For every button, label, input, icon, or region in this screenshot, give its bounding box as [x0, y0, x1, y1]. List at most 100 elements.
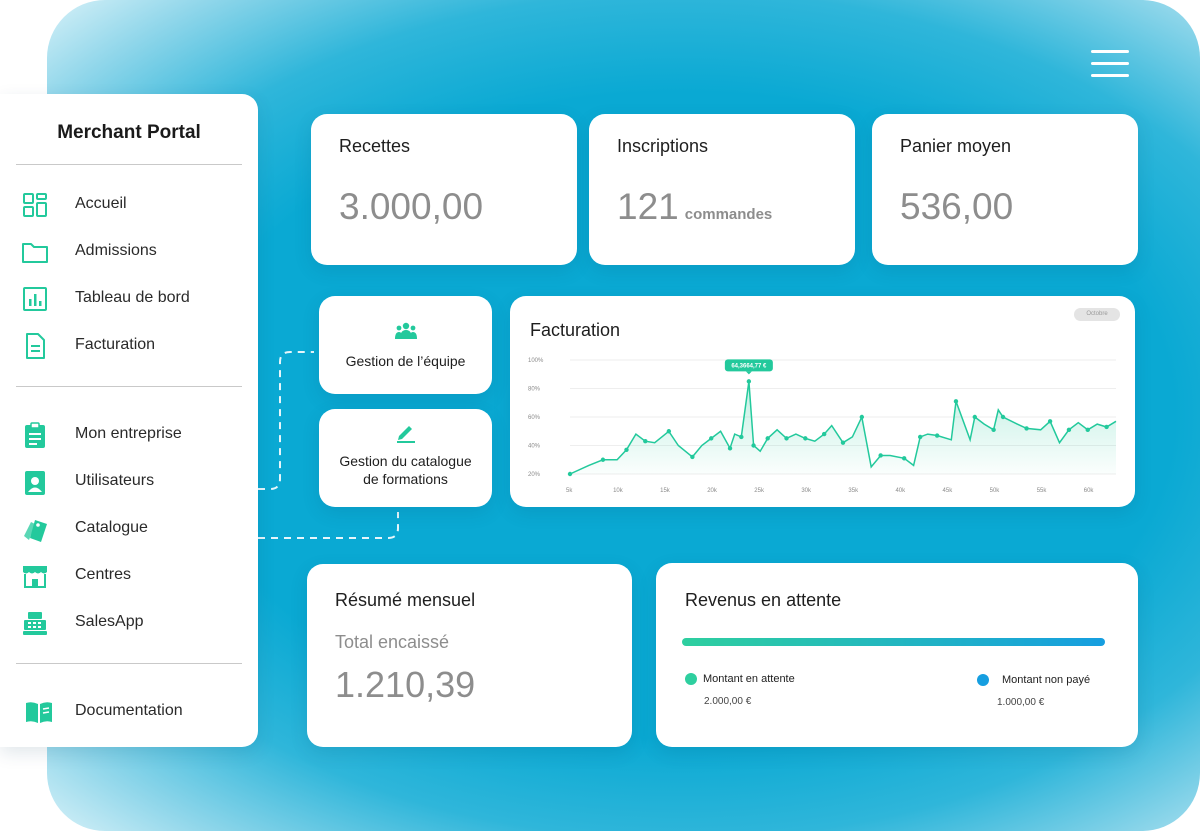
- x-tick-label: 20k: [707, 488, 718, 494]
- sidebar-item-catalogue[interactable]: Catalogue: [0, 513, 258, 545]
- chart-data-point[interactable]: [878, 453, 883, 458]
- chart-data-point[interactable]: [751, 443, 756, 448]
- y-tick-label: 20%: [528, 472, 541, 478]
- y-tick-label: 60%: [528, 415, 541, 421]
- chart-data-point[interactable]: [765, 436, 770, 441]
- chart-data-point[interactable]: [1066, 427, 1072, 433]
- chart-data-point[interactable]: [803, 436, 808, 441]
- chart-data-point[interactable]: [953, 399, 959, 404]
- stat-title: Recettes: [339, 136, 411, 156]
- revenue-title: Revenus en attente: [685, 590, 842, 610]
- sidebar-item-admissions[interactable]: Admissions: [0, 236, 258, 268]
- cash-register-icon: [23, 612, 47, 635]
- sidebar-item-label: Catalogue: [75, 519, 148, 536]
- stat-value-wrap: 121 commandes: [617, 186, 772, 228]
- chart-data-point[interactable]: [600, 457, 606, 462]
- chart-data-point[interactable]: [991, 427, 996, 433]
- chart-data-point[interactable]: [859, 414, 865, 420]
- chart-data-point[interactable]: [821, 431, 827, 437]
- sidebar-item-centres[interactable]: Centres: [0, 560, 258, 592]
- summary-label: Total encaissé: [335, 632, 450, 652]
- chart-data-point[interactable]: [934, 433, 940, 438]
- chart-data-point[interactable]: [624, 447, 629, 452]
- chart-card-facturation: Facturation Octobre 20% 40% 60% 80% 100% 5k 10…: [510, 296, 1135, 507]
- chart-data-point[interactable]: [643, 439, 648, 444]
- sidebar-item-label: Documentation: [75, 702, 183, 719]
- stat-title: Panier moyen: [900, 136, 1012, 156]
- chart-data-point[interactable]: [840, 440, 846, 445]
- hamburger-menu-icon[interactable]: [1091, 50, 1129, 78]
- chart-data-point[interactable]: [784, 436, 789, 441]
- chart-data-point[interactable]: [666, 429, 672, 434]
- action-label-line1: Gestion du catalogue: [339, 453, 472, 469]
- action-label: Gestion de l’équipe: [345, 353, 466, 369]
- sidebar-item-documentation[interactable]: Documentation: [0, 696, 258, 728]
- sidebar-divider: [16, 386, 242, 387]
- x-tick-label: 45k: [943, 488, 954, 494]
- chart-data-point[interactable]: [567, 471, 573, 477]
- period-dropdown-button[interactable]: Octobre: [1074, 308, 1120, 321]
- sidebar-item-salesapp[interactable]: SalesApp: [0, 607, 258, 639]
- stat-card-panier-moyen: Panier moyen 536,00: [872, 114, 1138, 265]
- chart-data-point[interactable]: [709, 436, 714, 441]
- user-badge-icon: [25, 471, 45, 495]
- chart-tooltip-pointer: [745, 371, 752, 375]
- pencil-icon: [396, 426, 415, 443]
- sidebar-item-tableau-de-bord[interactable]: Tableau de bord: [0, 283, 258, 315]
- chart-series-line: [569, 381, 1117, 475]
- chart-data-point[interactable]: [1000, 414, 1006, 420]
- sidebar-item-accueil[interactable]: Accueil: [0, 189, 258, 221]
- y-tick-label: 40%: [528, 444, 541, 450]
- x-tick-label: 10k: [613, 488, 624, 494]
- action-label-line2: de formations: [363, 471, 448, 487]
- sidebar-item-facturation[interactable]: Facturation: [0, 330, 258, 362]
- sidebar-title: Merchant Portal: [57, 122, 201, 143]
- summary-value: 1.210,39: [335, 664, 476, 705]
- x-tick-label: 55k: [1037, 488, 1048, 494]
- sidebar-item-label: Accueil: [75, 195, 127, 212]
- chart-data-point[interactable]: [739, 434, 744, 440]
- pending-revenue-card: Revenus en attente Montant en attente 2.…: [656, 563, 1138, 747]
- chart-title: Facturation: [530, 320, 621, 340]
- pending-label: Montant en attente: [703, 673, 795, 685]
- chart-data-point[interactable]: [972, 414, 977, 420]
- chart-data-point[interactable]: [690, 454, 695, 460]
- x-tick-label: 15k: [660, 488, 671, 494]
- chart-data-point[interactable]: [1024, 426, 1029, 431]
- sidebar-item-label: Centres: [75, 566, 132, 583]
- stat-card-inscriptions: Inscriptions 121 commandes: [589, 114, 855, 265]
- chart-data-point[interactable]: [1104, 424, 1109, 430]
- team-icon: [394, 322, 417, 339]
- sidebar-divider: [16, 164, 242, 165]
- sidebar-item-utilisateurs[interactable]: Utilisateurs: [0, 466, 258, 498]
- chart-data-point[interactable]: [917, 434, 923, 440]
- chart-data-point[interactable]: [1085, 427, 1090, 433]
- y-tick-label: 100%: [528, 358, 544, 364]
- sidebar-item-label: Utilisateurs: [75, 472, 155, 489]
- chart-data-point[interactable]: [746, 379, 752, 384]
- chart-data-point[interactable]: [1047, 419, 1053, 424]
- book-icon: [26, 702, 52, 723]
- y-tick-label: 80%: [528, 387, 541, 393]
- catalog-management-button[interactable]: Gestion du catalogue de formations: [319, 409, 492, 507]
- folder-icon: [22, 243, 48, 263]
- storefront-icon: [23, 566, 47, 588]
- x-tick-label: 35k: [848, 488, 859, 494]
- stat-card-recettes: Recettes 3.000,00: [311, 114, 577, 265]
- tags-icon: [24, 520, 47, 542]
- x-tick-label: 40k: [895, 488, 906, 494]
- bar-chart-icon: [23, 287, 47, 311]
- team-management-button[interactable]: Gestion de l’équipe: [319, 296, 492, 394]
- sidebar-item-label: Mon entreprise: [75, 425, 182, 442]
- sidebar: Merchant Portal Accueil Admissions Table…: [0, 94, 258, 747]
- stat-value: 536,00: [900, 186, 1014, 227]
- sidebar-item-mon-entreprise[interactable]: Mon entreprise: [0, 419, 258, 451]
- sidebar-item-label: Facturation: [75, 336, 156, 353]
- chart-data-point[interactable]: [727, 446, 733, 451]
- stat-value: 121: [617, 186, 679, 227]
- stat-value: 3.000,00: [339, 186, 484, 227]
- pending-legend-dot: [685, 673, 697, 685]
- chart-data-point[interactable]: [901, 456, 907, 461]
- x-tick-label: 50k: [990, 488, 1001, 494]
